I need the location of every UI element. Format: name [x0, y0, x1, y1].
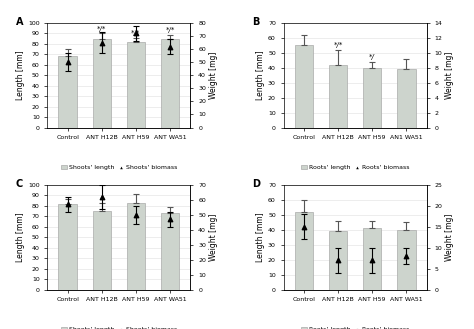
Bar [363, 68, 382, 128]
Point [132, 212, 140, 217]
Bar [294, 212, 313, 290]
Bar [58, 57, 77, 128]
Bar [294, 45, 313, 128]
Text: */*: */* [333, 42, 343, 48]
Point [98, 194, 106, 200]
Text: */*: */* [97, 26, 107, 32]
Y-axis label: Length [mm]: Length [mm] [256, 50, 265, 100]
Legend: Roots' length, Roots' biomass: Roots' length, Roots' biomass [301, 327, 410, 329]
Point [368, 258, 376, 263]
Text: D: D [252, 179, 260, 189]
Bar [58, 204, 77, 290]
Bar [161, 213, 180, 290]
Point [64, 60, 72, 65]
Point [334, 258, 342, 263]
Bar [127, 203, 146, 290]
Y-axis label: Length [mm]: Length [mm] [17, 50, 25, 100]
Text: */: */ [369, 54, 375, 60]
Point [166, 44, 174, 49]
Text: C: C [16, 179, 23, 189]
Bar [363, 228, 382, 290]
Text: */*: */* [165, 27, 175, 33]
Bar [92, 211, 111, 290]
Bar [328, 65, 347, 128]
Legend: Roots' length, Roots' biomass: Roots' length, Roots' biomass [301, 165, 410, 170]
Text: A: A [16, 17, 23, 27]
Y-axis label: Weight [mg]: Weight [mg] [445, 214, 454, 261]
Legend: Shoots' length, Shoots' biomass: Shoots' length, Shoots' biomass [61, 327, 177, 329]
Bar [161, 39, 180, 128]
Point [98, 40, 106, 45]
Y-axis label: Weight [mg]: Weight [mg] [209, 52, 218, 99]
Text: B: B [252, 17, 259, 27]
Point [132, 31, 140, 36]
Y-axis label: Length [mm]: Length [mm] [256, 213, 265, 262]
Bar [92, 39, 111, 128]
Bar [397, 69, 416, 128]
Y-axis label: Weight [mg]: Weight [mg] [445, 52, 454, 99]
Text: */*: */* [131, 30, 141, 36]
Point [64, 202, 72, 207]
Y-axis label: Length [mm]: Length [mm] [17, 213, 25, 262]
Point [300, 224, 308, 229]
Bar [397, 230, 416, 290]
Legend: Shoots' length, Shoots' biomass: Shoots' length, Shoots' biomass [61, 165, 177, 170]
Point [166, 217, 174, 222]
Y-axis label: Weight [mg]: Weight [mg] [209, 214, 218, 261]
Bar [328, 231, 347, 290]
Bar [127, 42, 146, 128]
Point [402, 253, 410, 259]
